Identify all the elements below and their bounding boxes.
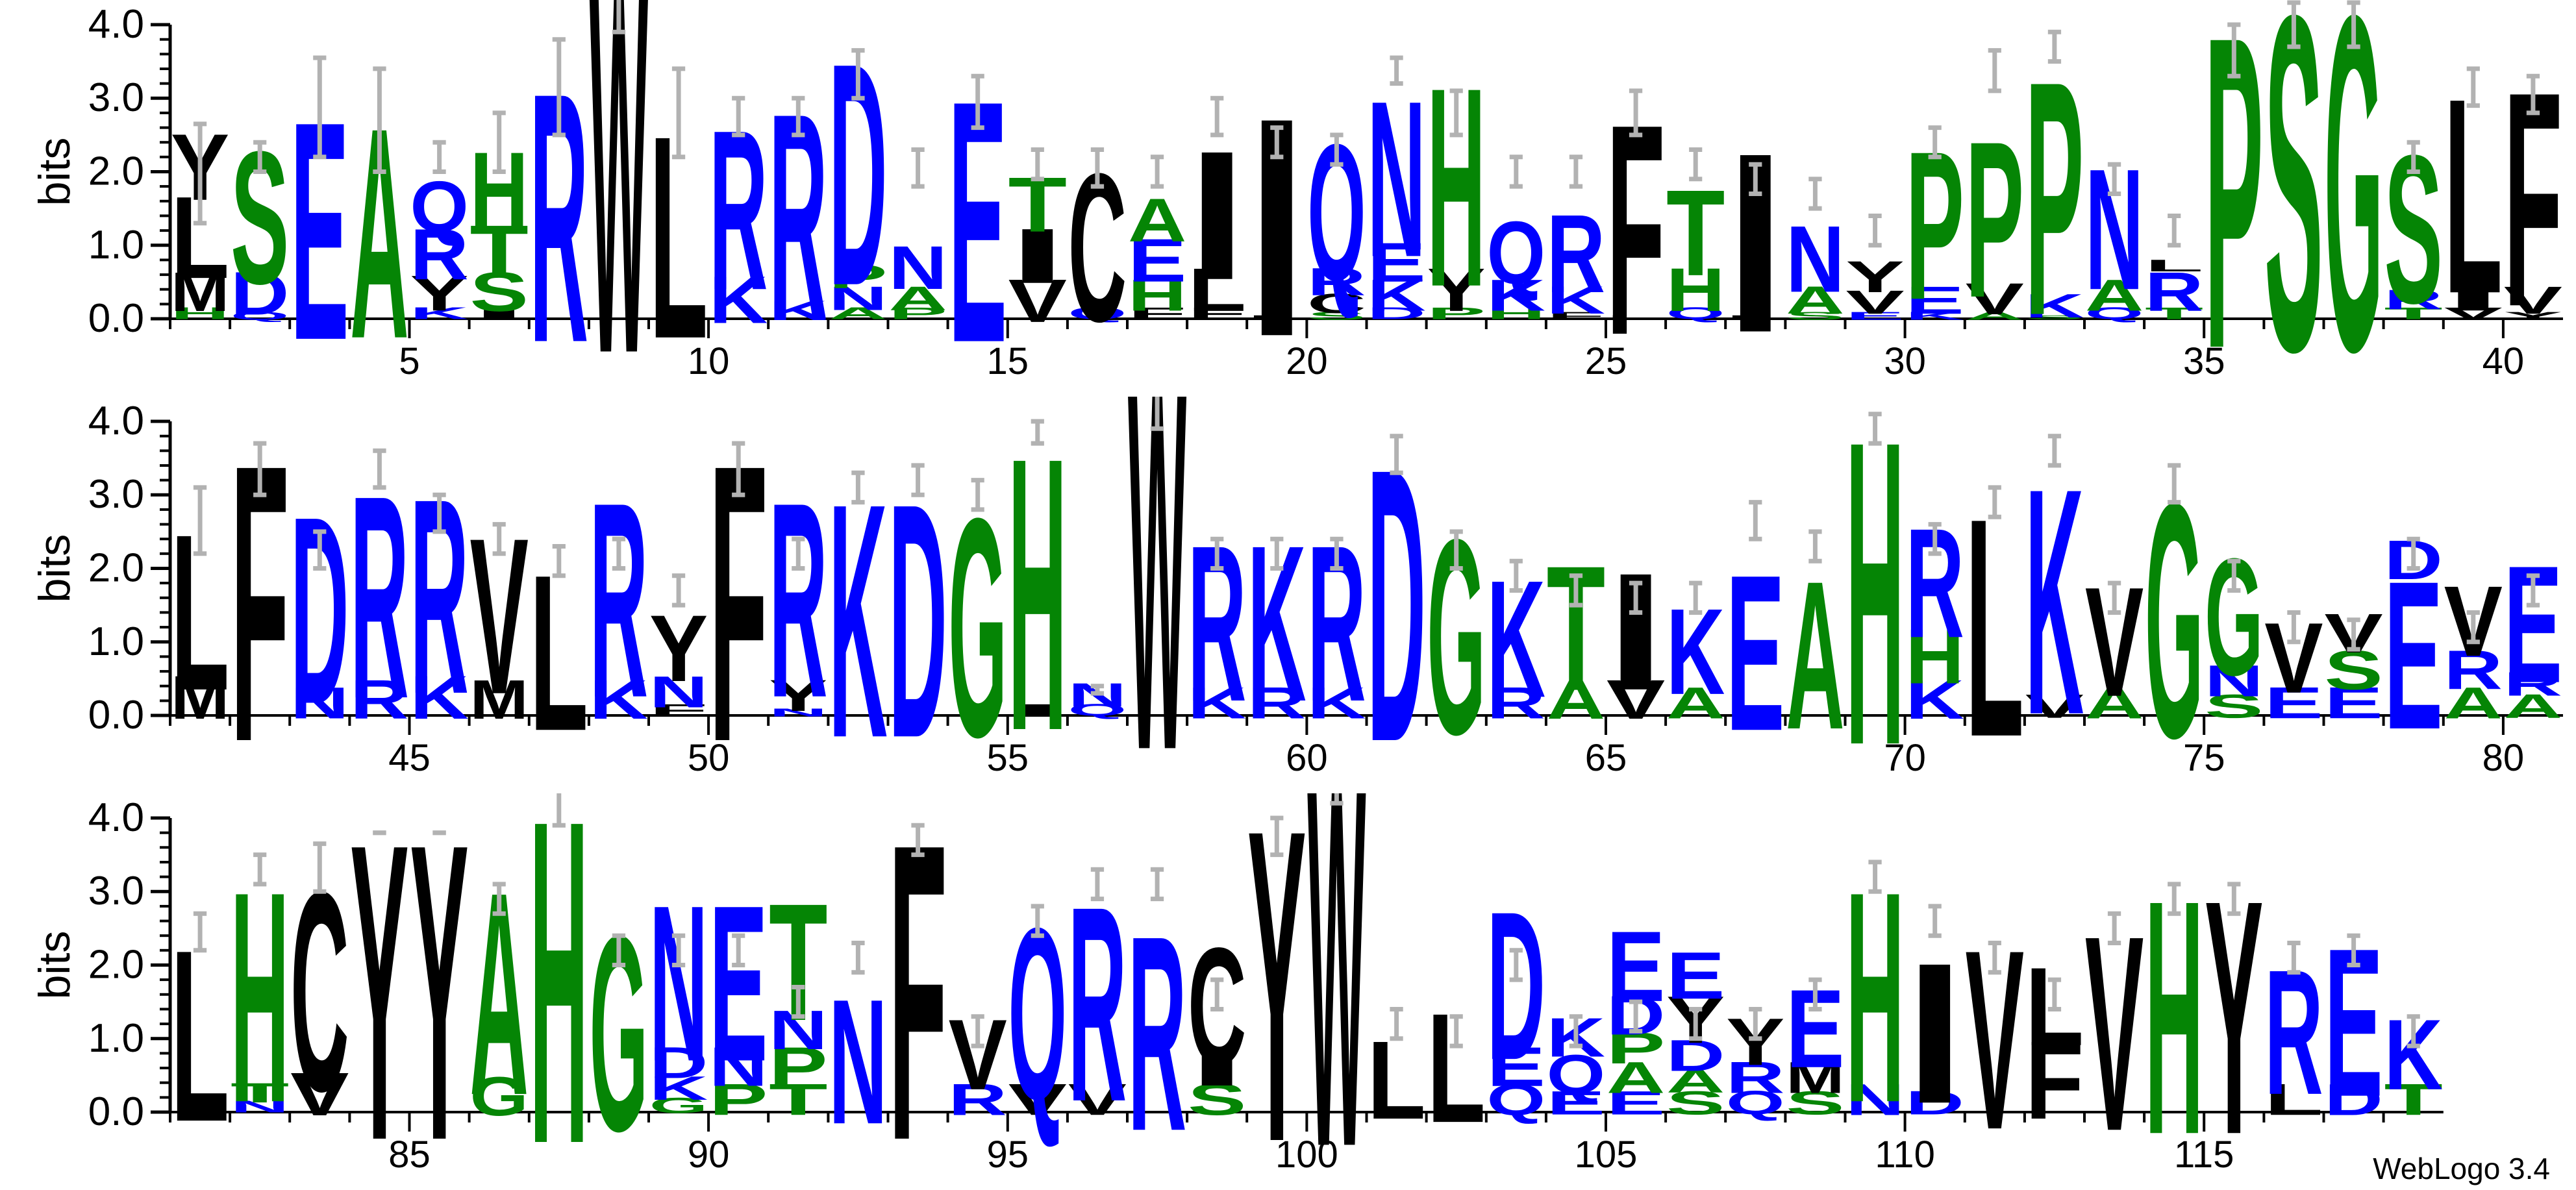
svg-text:3.0: 3.0	[88, 75, 144, 120]
svg-text:G: G	[2324, 0, 2382, 397]
svg-text:E: E	[1726, 528, 1784, 777]
svg-text:H: H	[1427, 29, 1486, 346]
svg-text:65: 65	[1585, 737, 1627, 779]
svg-text:G: G	[590, 878, 648, 1189]
svg-text:E: E	[1666, 938, 1725, 1013]
svg-text:I: I	[1607, 538, 1665, 725]
svg-text:10: 10	[688, 340, 730, 382]
svg-text:0.0: 0.0	[88, 296, 144, 341]
svg-text:4.0: 4.0	[88, 399, 144, 443]
svg-text:G: G	[1427, 481, 1486, 792]
svg-text:A: A	[470, 832, 529, 1156]
svg-text:bits: bits	[30, 534, 79, 603]
svg-text:70: 70	[1884, 737, 1926, 779]
svg-text:105: 105	[1575, 1134, 1638, 1176]
svg-text:V: V	[1966, 897, 2025, 1183]
svg-text:2.0: 2.0	[88, 943, 144, 987]
svg-text:P: P	[1966, 95, 2024, 344]
svg-text:A: A	[1128, 186, 1186, 254]
svg-text:N: N	[1786, 206, 1844, 312]
svg-text:S: S	[2264, 0, 2323, 397]
svg-text:E: E	[709, 858, 768, 1108]
svg-text:R: R	[1128, 878, 1186, 1189]
svg-text:1.0: 1.0	[88, 1016, 144, 1061]
svg-text:L: L	[1427, 981, 1486, 1155]
svg-text:R: R	[590, 445, 648, 756]
svg-text:D: D	[1487, 868, 1545, 1104]
svg-text:T: T	[1547, 529, 1605, 728]
svg-text:Y: Y	[410, 793, 468, 1190]
svg-text:Q: Q	[410, 166, 468, 247]
svg-text:bits: bits	[30, 931, 79, 1000]
svg-text:I: I	[1726, 99, 1784, 386]
svg-text:Y: Y	[1845, 252, 1904, 302]
svg-text:4.0: 4.0	[88, 2, 144, 47]
svg-text:bits: bits	[30, 138, 79, 206]
svg-text:D: D	[290, 461, 349, 760]
svg-text:P: P	[2025, 12, 2084, 386]
svg-text:T: T	[1666, 164, 1725, 301]
svg-text:3.0: 3.0	[88, 869, 144, 913]
svg-text:R: R	[1307, 499, 1366, 748]
svg-text:E: E	[2504, 531, 2562, 718]
svg-text:H: H	[530, 793, 588, 1190]
svg-text:4.0: 4.0	[88, 795, 144, 840]
svg-text:N: N	[1367, 54, 1425, 303]
svg-text:90: 90	[688, 1134, 730, 1176]
svg-text:R: R	[1188, 499, 1246, 748]
svg-text:Q: Q	[1487, 204, 1545, 303]
svg-text:5: 5	[399, 340, 419, 382]
svg-text:K: K	[2025, 422, 2084, 782]
svg-text:1.0: 1.0	[88, 619, 144, 664]
svg-text:1.0: 1.0	[88, 223, 144, 267]
svg-text:G: G	[2205, 523, 2263, 710]
svg-text:N: N	[829, 962, 887, 1161]
svg-text:W: W	[1128, 397, 1187, 793]
svg-text:15: 15	[987, 340, 1029, 382]
svg-text:W: W	[590, 0, 649, 397]
svg-text:0.0: 0.0	[88, 693, 144, 738]
svg-text:H: H	[1845, 397, 1904, 793]
svg-text:I: I	[1188, 113, 1246, 318]
svg-text:0.0: 0.0	[88, 1089, 144, 1134]
svg-text:N: N	[649, 858, 708, 1108]
svg-text:L: L	[2145, 257, 2203, 275]
svg-text:N: N	[888, 234, 947, 303]
svg-text:Y: Y	[350, 793, 408, 1190]
svg-text:3.0: 3.0	[88, 472, 144, 517]
svg-text:Y: Y	[649, 595, 708, 701]
svg-text:K: K	[1247, 499, 1306, 748]
svg-text:W: W	[1307, 793, 1366, 1190]
svg-text:I: I	[1906, 921, 1964, 1145]
svg-text:80: 80	[2482, 737, 2525, 779]
svg-text:2.0: 2.0	[88, 149, 144, 194]
svg-text:75: 75	[2183, 737, 2225, 779]
svg-text:A: A	[1786, 538, 1844, 774]
svg-text:20: 20	[1286, 340, 1328, 382]
svg-text:T: T	[769, 869, 827, 1056]
svg-text:30: 30	[1884, 340, 1926, 382]
svg-text:R: R	[410, 441, 468, 752]
svg-text:R: R	[1547, 192, 1605, 316]
svg-text:2.0: 2.0	[88, 546, 144, 591]
svg-text:H: H	[1008, 397, 1067, 793]
svg-text:R: R	[769, 445, 827, 756]
